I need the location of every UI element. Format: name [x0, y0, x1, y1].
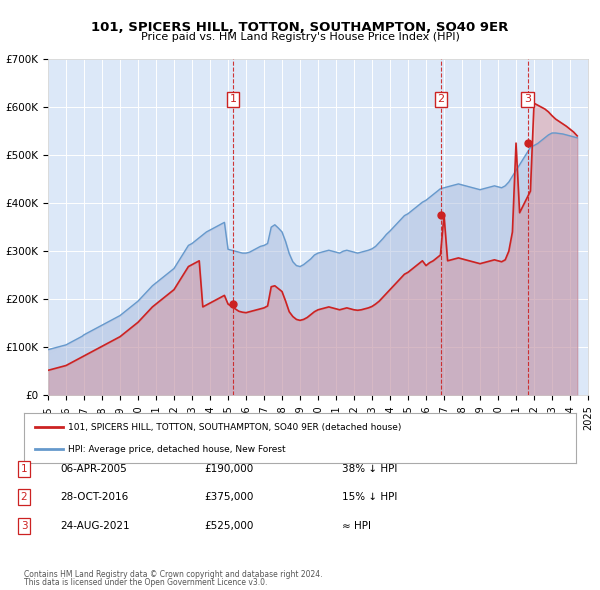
Text: 101, SPICERS HILL, TOTTON, SOUTHAMPTON, SO40 9ER: 101, SPICERS HILL, TOTTON, SOUTHAMPTON, … [91, 21, 509, 34]
Text: Contains HM Land Registry data © Crown copyright and database right 2024.: Contains HM Land Registry data © Crown c… [24, 571, 323, 579]
Text: Price paid vs. HM Land Registry's House Price Index (HPI): Price paid vs. HM Land Registry's House … [140, 32, 460, 42]
Text: 101, SPICERS HILL, TOTTON, SOUTHAMPTON, SO40 9ER (detached house): 101, SPICERS HILL, TOTTON, SOUTHAMPTON, … [68, 422, 401, 431]
Text: £375,000: £375,000 [204, 493, 253, 502]
Text: 2: 2 [20, 493, 28, 502]
Text: £525,000: £525,000 [204, 521, 253, 530]
Text: HPI: Average price, detached house, New Forest: HPI: Average price, detached house, New … [68, 445, 286, 454]
Text: 28-OCT-2016: 28-OCT-2016 [60, 493, 128, 502]
Text: 24-AUG-2021: 24-AUG-2021 [60, 521, 130, 530]
Text: 06-APR-2005: 06-APR-2005 [60, 464, 127, 474]
Text: ≈ HPI: ≈ HPI [342, 521, 371, 530]
Text: 2: 2 [437, 94, 445, 104]
Text: 38% ↓ HPI: 38% ↓ HPI [342, 464, 397, 474]
Text: This data is licensed under the Open Government Licence v3.0.: This data is licensed under the Open Gov… [24, 578, 268, 587]
Text: 3: 3 [524, 94, 531, 104]
Text: 1: 1 [229, 94, 236, 104]
Text: 1: 1 [20, 464, 28, 474]
Text: 15% ↓ HPI: 15% ↓ HPI [342, 493, 397, 502]
Text: 3: 3 [20, 521, 28, 530]
Text: £190,000: £190,000 [204, 464, 253, 474]
